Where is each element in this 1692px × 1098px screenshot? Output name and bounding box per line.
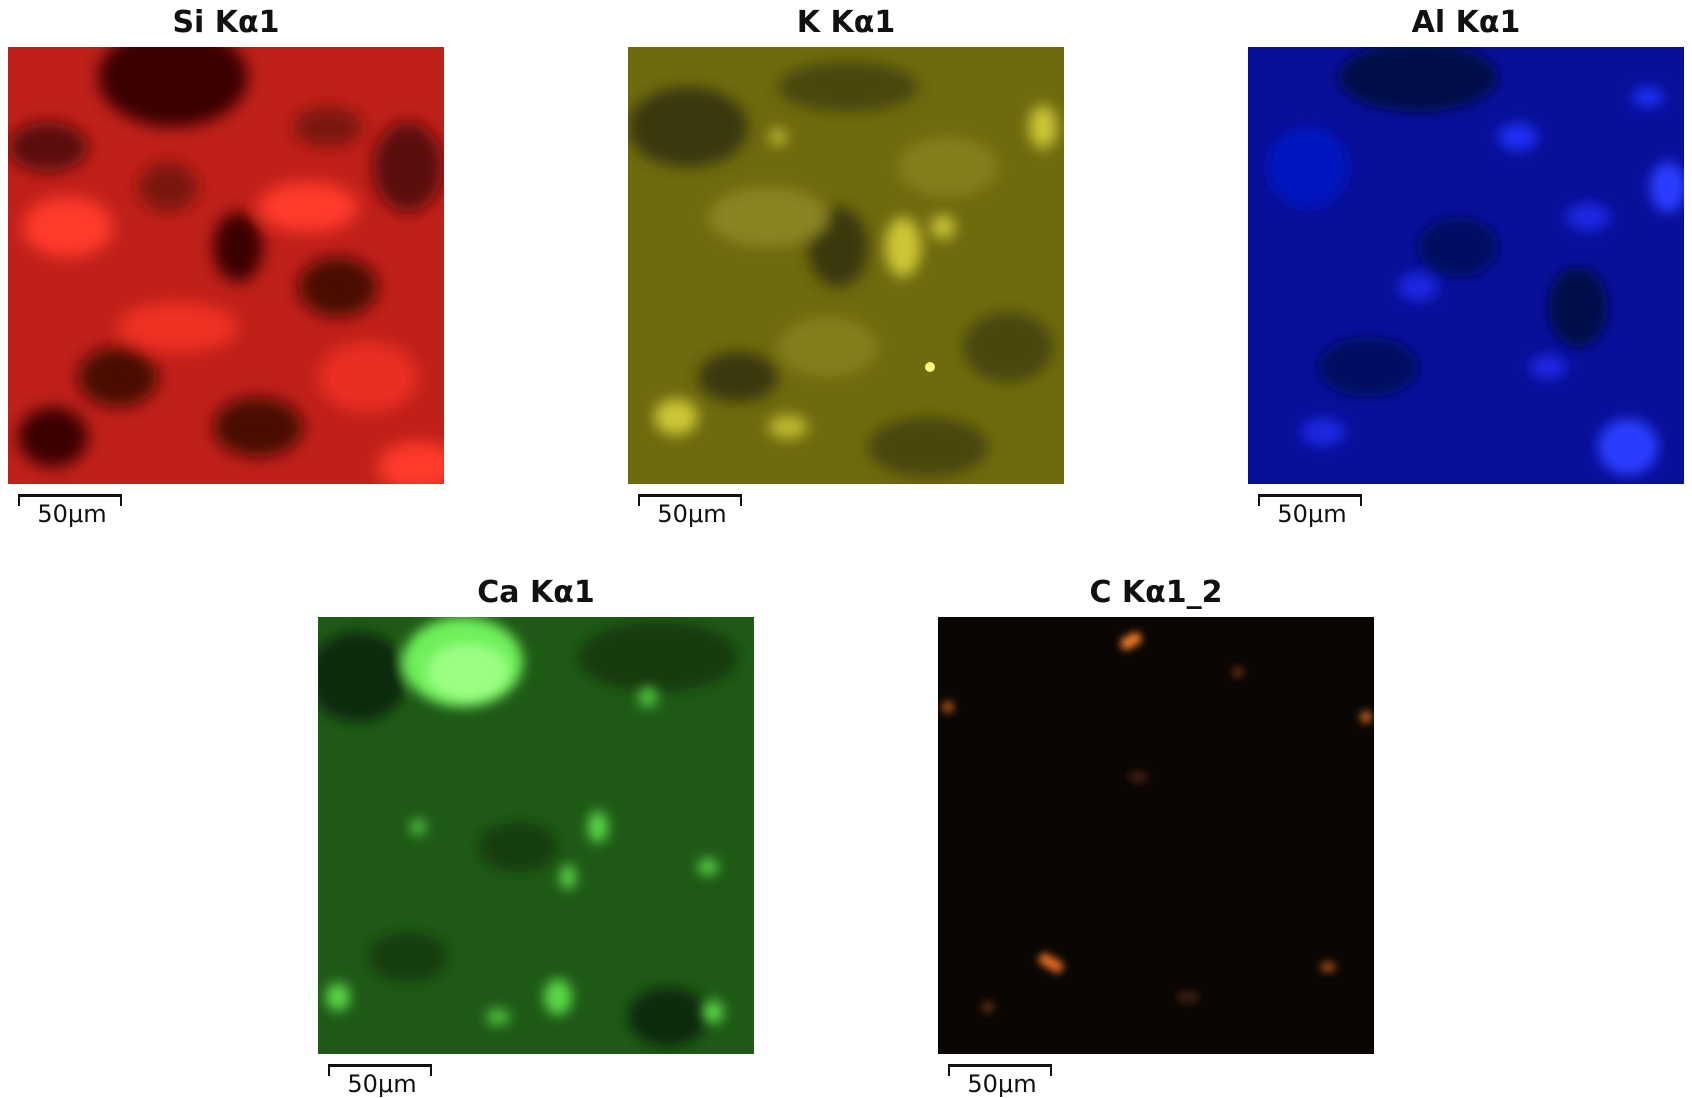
map-panel-al: Al Kα1 50μm xyxy=(1248,0,1684,528)
map-panel-k: K Kα1 xyxy=(628,0,1064,528)
scale-label: 50μm xyxy=(967,1070,1037,1098)
scale-label: 50μm xyxy=(1277,500,1347,528)
map-title-ca: Ca Kα1 xyxy=(477,575,595,610)
map-panel-ca: Ca Kα1 xyxy=(318,570,754,1098)
elemental-map-c-image xyxy=(938,617,1374,1054)
scale-bar xyxy=(328,1064,432,1076)
elemental-map-k-image xyxy=(628,47,1064,484)
map-title-c: C Kα1_2 xyxy=(1089,575,1223,610)
scale-bar xyxy=(948,1064,1052,1076)
al-map-graphic xyxy=(1248,47,1684,484)
k-map-graphic xyxy=(628,47,1064,484)
scale-label: 50μm xyxy=(657,500,727,528)
scale-bar xyxy=(638,494,742,506)
si-map-graphic xyxy=(8,47,444,484)
elemental-map-ca-image xyxy=(318,617,754,1054)
map-title-k: K Kα1 xyxy=(796,5,896,40)
scale-bar xyxy=(1258,494,1362,506)
map-panel-c: C Kα1_2 50μm xyxy=(938,570,1374,1098)
scale-label: 50μm xyxy=(37,500,107,528)
c-map-graphic xyxy=(938,617,1374,1054)
map-panel-si: Si Kα1 50μm xyxy=(8,0,444,528)
elemental-map-si-image xyxy=(8,47,444,484)
elemental-map-al-image xyxy=(1248,47,1684,484)
map-title-si: Si Kα1 xyxy=(172,5,280,40)
ca-map-graphic xyxy=(318,617,754,1054)
scale-bar xyxy=(18,494,122,506)
map-title-al: Al Kα1 xyxy=(1411,5,1521,40)
scale-label: 50μm xyxy=(347,1070,417,1098)
